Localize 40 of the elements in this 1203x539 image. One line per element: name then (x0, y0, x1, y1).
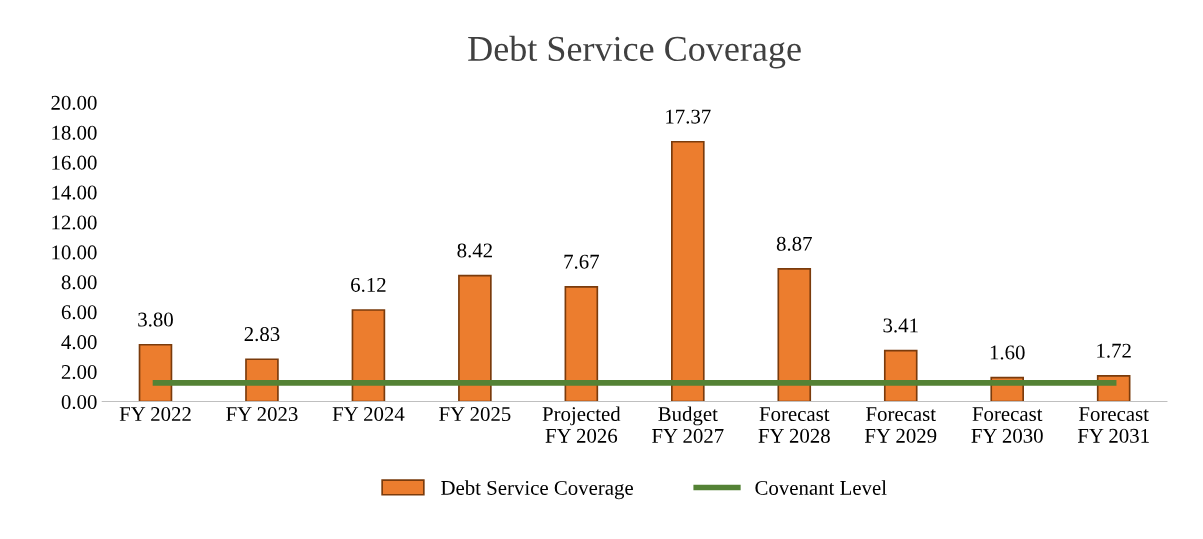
y-tick-label: 4.00 (61, 335, 97, 350)
x-tick-label: FY 2022 (119, 407, 191, 422)
x-tick-label: Forecast FY 2029 (864, 407, 937, 443)
y-tick-label: 10.00 (52, 245, 97, 260)
y-tick-label: 0.00 (61, 394, 97, 410)
chart-title: Debt Service Coverage (468, 35, 801, 69)
data-label: 1.72 (1097, 343, 1131, 358)
y-tick-label: 18.00 (52, 125, 97, 140)
x-tick-label: Projected FY 2026 (542, 406, 621, 443)
bar (458, 274, 492, 402)
x-tick-label: Forecast FY 2030 (971, 407, 1043, 443)
y-tick-label: 2.00 (61, 365, 97, 380)
data-label: 8.42 (457, 243, 492, 258)
y-tick-label: 14.00 (52, 185, 97, 200)
data-label: 3.41 (883, 318, 918, 333)
bar (671, 140, 705, 402)
legend-label: Covenant Level (755, 480, 887, 495)
x-tick-label: Budget FY 2027 (652, 406, 724, 443)
y-tick-label: 6.00 (61, 305, 97, 320)
data-label: 7.67 (564, 254, 599, 269)
data-label: 3.80 (138, 312, 173, 327)
bar (138, 343, 173, 402)
x-tick-label: FY 2025 (439, 407, 511, 422)
y-tick-label: 8.00 (61, 275, 97, 290)
data-label: 1.60 (990, 345, 1025, 360)
x-tick-label: Forecast FY 2028 (758, 407, 830, 443)
bar (564, 285, 599, 402)
legend-label: Debt Service Coverage (441, 480, 633, 500)
x-tick-label: Forecast FY 2031 (1077, 407, 1149, 443)
y-tick-label: 20.00 (51, 95, 97, 110)
x-tick-label: FY 2024 (332, 407, 405, 422)
data-label: 2.83 (244, 327, 280, 342)
y-tick-label: 16.00 (52, 155, 97, 170)
data-label: 8.87 (776, 236, 812, 251)
bar (777, 268, 812, 402)
data-label: 6.12 (351, 277, 386, 292)
x-tick-label: FY 2023 (226, 407, 298, 422)
data-label: 17.37 (666, 109, 711, 124)
y-tick-label: 12.00 (52, 215, 97, 230)
bar (351, 309, 386, 402)
